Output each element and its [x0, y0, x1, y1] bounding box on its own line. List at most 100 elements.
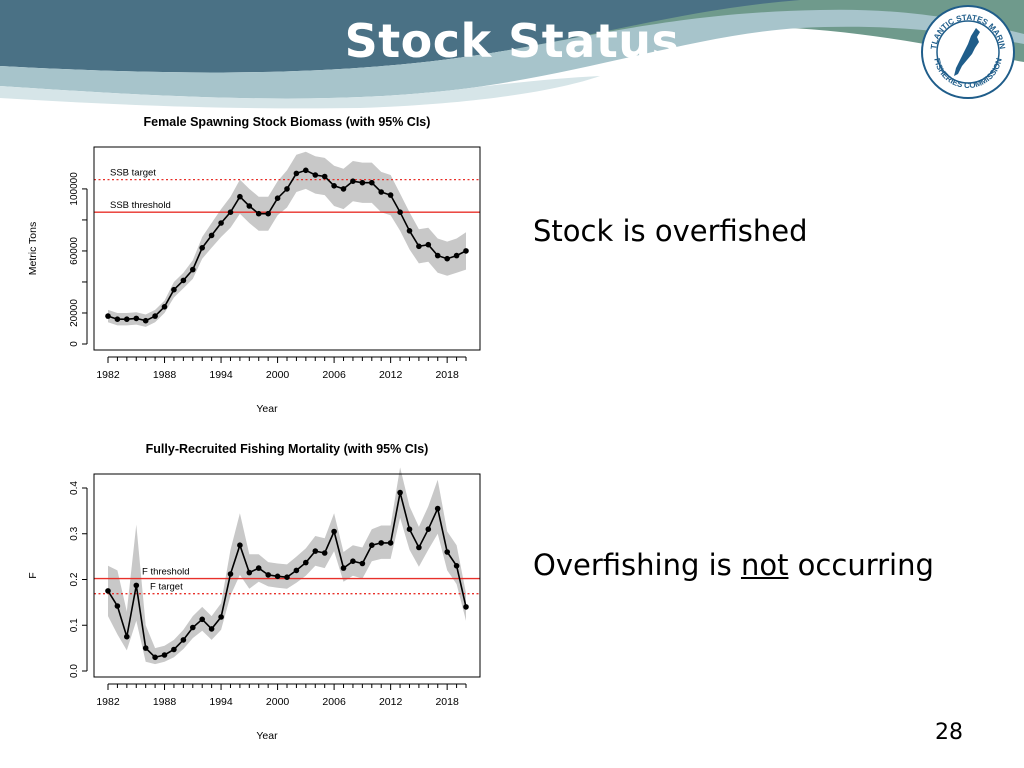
y-tick-label: 0.3	[69, 526, 80, 540]
data-point	[350, 558, 356, 564]
data-point	[180, 277, 187, 284]
data-point	[378, 540, 385, 546]
banner-wave-dark	[0, 0, 800, 73]
chart-fishing-mortality: Fully-Recruited Fishing Mortality (with …	[27, 442, 481, 742]
y-tick-label: 20000	[69, 299, 80, 327]
plot-frame	[93, 146, 481, 351]
y-tick-label: 60000	[69, 237, 80, 265]
data-point	[406, 228, 413, 234]
data-point	[284, 574, 290, 580]
slide-title: Stock Status	[344, 14, 680, 68]
data-point	[171, 646, 177, 653]
data-point	[434, 252, 441, 259]
data-point	[265, 572, 271, 578]
data-point	[133, 315, 140, 322]
data-point	[161, 652, 168, 658]
reference-label: SSB target	[110, 168, 156, 179]
data-point	[359, 179, 366, 186]
y-tick-label: 0.4	[69, 481, 80, 495]
data-point	[397, 489, 403, 496]
y-tick-label: 0.1	[69, 618, 80, 632]
data-point	[453, 252, 460, 259]
data-point	[199, 245, 205, 251]
y-axis-label: Metric Tons	[27, 222, 39, 276]
status-overfishing-prefix: Overfishing is	[533, 548, 741, 582]
x-tick-label: 2006	[322, 696, 346, 708]
banner-wave-pale	[0, 76, 600, 109]
data-point	[124, 316, 130, 322]
data-point	[387, 192, 394, 198]
y-tick-label: 100000	[69, 172, 80, 206]
data-point	[180, 637, 187, 643]
data-point	[378, 189, 385, 195]
data-point	[190, 624, 196, 631]
y-tick-label: 0.2	[69, 572, 80, 586]
x-tick-label: 1994	[209, 369, 233, 381]
data-point	[218, 220, 224, 226]
data-point	[161, 304, 168, 310]
data-point	[369, 542, 375, 548]
data-point	[237, 193, 243, 200]
banner-wave-light	[0, 9, 1024, 99]
data-point	[124, 633, 130, 640]
data-point	[274, 195, 281, 201]
status-overfishing: Overfishing is not occurring	[533, 548, 934, 582]
data-point	[171, 286, 177, 293]
status-overfishing-emph: not	[740, 548, 789, 582]
data-point	[208, 232, 215, 239]
x-tick-label: 2006	[322, 369, 346, 381]
data-point	[312, 172, 319, 178]
data-point	[142, 645, 149, 651]
data-point	[463, 248, 469, 254]
x-tick-label: 2000	[266, 369, 290, 381]
x-tick-label: 1982	[96, 696, 120, 708]
data-point	[340, 186, 347, 192]
x-axis-label: Year	[256, 403, 278, 415]
status-overfished: Stock is overfished	[533, 214, 808, 248]
data-point	[105, 313, 111, 319]
data-point	[444, 255, 451, 262]
data-point	[416, 544, 422, 551]
x-tick-label: 1994	[209, 696, 233, 708]
data-point	[237, 542, 243, 548]
data-point	[453, 563, 460, 569]
data-point	[434, 505, 441, 512]
data-point	[246, 569, 253, 576]
x-tick-label: 2000	[266, 696, 290, 708]
data-point	[114, 603, 121, 609]
data-point	[369, 179, 375, 186]
chart-ssb: Female Spawning Stock Biomass (with 95% …	[27, 115, 481, 415]
data-point	[416, 243, 422, 250]
data-point	[105, 588, 111, 594]
data-point	[425, 241, 432, 248]
data-point	[227, 209, 234, 215]
data-point	[331, 183, 337, 189]
data-point	[359, 560, 366, 567]
x-tick-label: 2012	[379, 369, 403, 381]
data-point	[293, 170, 300, 177]
ci-band	[108, 467, 466, 665]
chart-title: Fully-Recruited Fishing Mortality (with …	[146, 442, 429, 456]
y-tick-label: 0.0	[69, 664, 80, 678]
reference-label: SSB threshold	[110, 200, 171, 211]
data-point	[246, 203, 253, 209]
x-tick-label: 2018	[435, 369, 459, 381]
page-number: 28	[935, 720, 963, 745]
data-point	[331, 528, 337, 535]
data-point	[114, 316, 121, 322]
data-point	[208, 626, 215, 632]
data-point	[444, 549, 451, 555]
x-tick-label: 2012	[379, 696, 403, 708]
data-point	[406, 526, 413, 532]
ci-band	[108, 151, 466, 327]
data-point	[227, 571, 234, 577]
data-point	[142, 317, 149, 324]
x-tick-label: 1988	[153, 696, 177, 708]
reference-label: F target	[150, 582, 183, 593]
data-point	[350, 178, 356, 184]
data-point	[218, 614, 224, 620]
data-point	[387, 540, 394, 546]
plot-frame	[93, 473, 481, 678]
data-point	[274, 573, 281, 580]
x-tick-label: 2018	[435, 696, 459, 708]
